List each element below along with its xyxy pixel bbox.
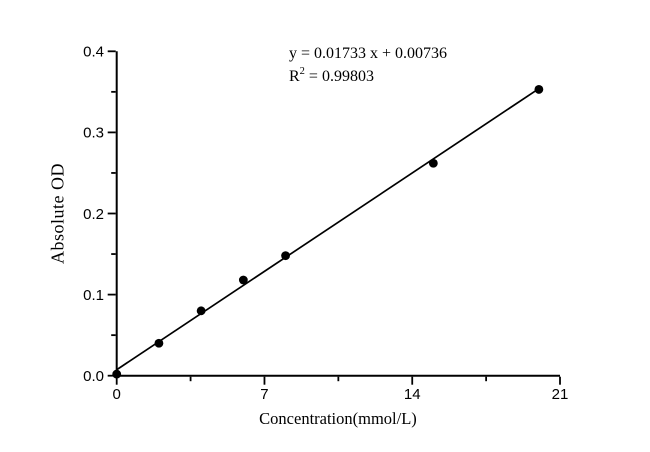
data-point <box>238 275 248 285</box>
r-squared-superscript: 2 <box>300 66 305 77</box>
x-tick-label: 21 <box>552 386 569 403</box>
data-point <box>112 369 122 379</box>
r-squared-label: R2 = 0.99803 <box>289 66 374 85</box>
r-squared-base: R <box>289 68 300 85</box>
fit-equation-label: y = 0.01733 x + 0.00736 <box>289 45 447 62</box>
data-point <box>534 85 544 94</box>
x-tick-label: 7 <box>260 386 268 403</box>
axis-tick-labels: 0 7 14 21 0.0 0.1 0.2 0.3 0.4 <box>83 44 568 403</box>
axis-ticks <box>107 50 561 385</box>
data-points-group <box>112 85 544 379</box>
axis-spines <box>115 51 560 377</box>
y-tick-label: 0.4 <box>83 44 104 61</box>
x-tick-label: 14 <box>404 386 421 403</box>
fit-line-group <box>116 87 541 371</box>
x-tick-label: 0 <box>113 386 121 403</box>
y-tick-label: 0.1 <box>83 287 104 304</box>
x-axis-title: Concentration(mmol/L) <box>259 409 417 428</box>
y-axis-title: Absolute OD <box>48 163 68 264</box>
y-tick-label: 0.2 <box>83 206 104 223</box>
fit-line <box>116 87 541 371</box>
data-point <box>154 338 164 348</box>
y-tick-label: 0.0 <box>83 368 104 385</box>
r-squared-value: = 0.99803 <box>305 68 374 85</box>
data-point <box>428 158 438 168</box>
data-point <box>281 251 290 261</box>
y-tick-label: 0.3 <box>83 125 104 142</box>
data-point <box>196 306 206 316</box>
